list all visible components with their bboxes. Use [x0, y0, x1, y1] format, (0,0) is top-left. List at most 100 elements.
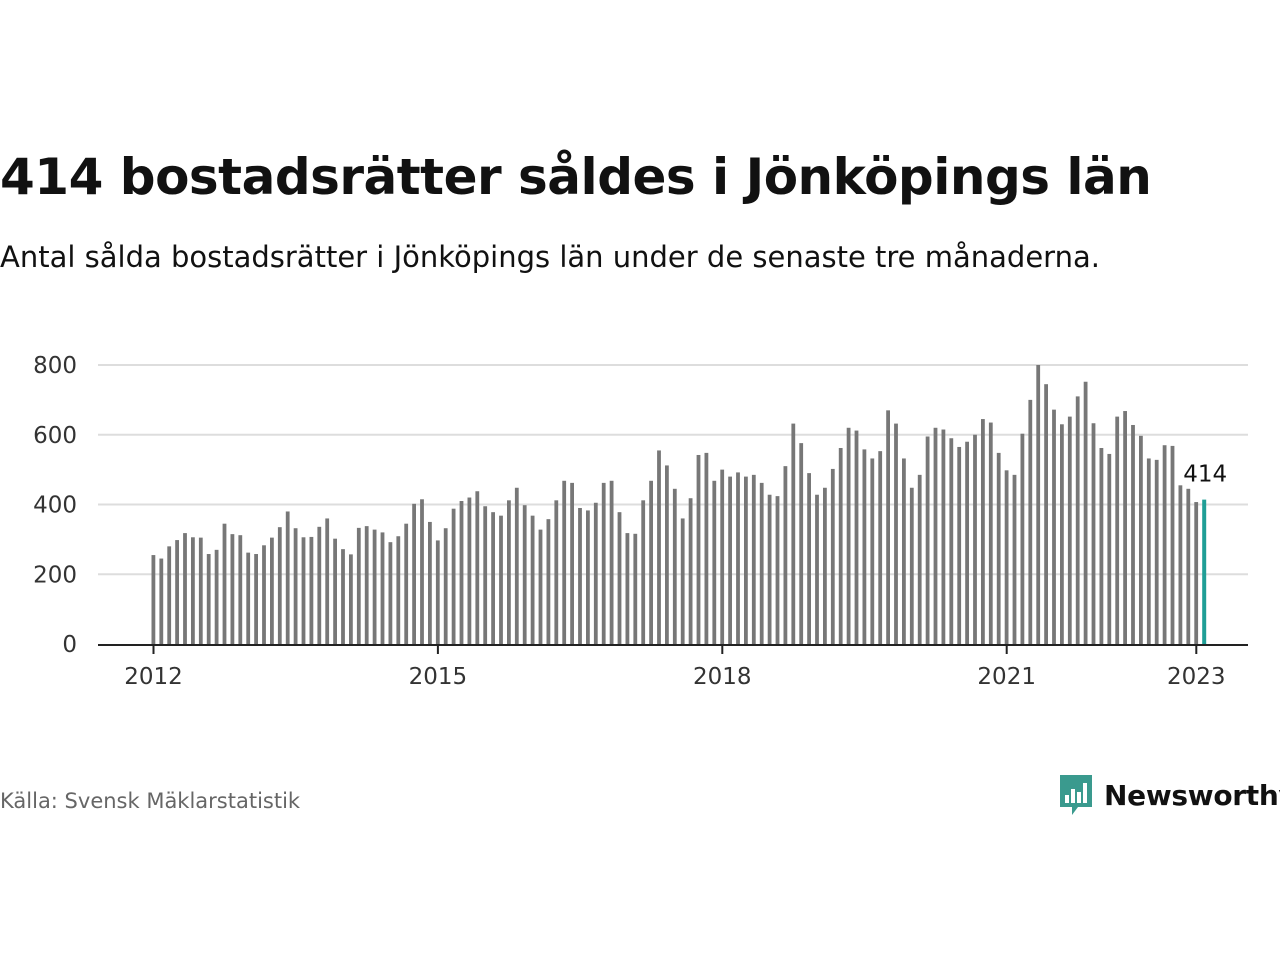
bar: [965, 441, 969, 644]
bar: [1139, 435, 1143, 644]
bar: [317, 526, 322, 644]
source-note: Källa: Svensk Mäklarstatistik: [0, 789, 301, 813]
bar: [941, 429, 946, 644]
bar: [459, 501, 464, 644]
bar: [238, 535, 243, 644]
bar: [680, 518, 685, 644]
bar: [191, 537, 195, 644]
bar: [522, 505, 527, 644]
value-annotation: 414: [1183, 462, 1227, 488]
bar: [1099, 448, 1104, 644]
bar: [514, 487, 519, 644]
bar: [775, 496, 780, 644]
bar: [214, 549, 219, 644]
bar: [554, 500, 559, 644]
bar: [475, 491, 480, 644]
bar: [333, 538, 337, 644]
y-tick-label: 600: [33, 423, 77, 449]
bar: [538, 529, 543, 644]
bar: [981, 419, 985, 644]
bars: [151, 365, 1207, 644]
bar: [744, 476, 748, 644]
bar: [412, 503, 416, 644]
bar: [641, 500, 646, 644]
bar: [396, 536, 401, 644]
y-tick-label: 0: [62, 632, 77, 658]
bar: [1075, 396, 1080, 644]
chart-title: 414 bostadsrätter såldes i Jönköpings lä…: [0, 148, 1152, 206]
bar: [380, 532, 385, 644]
bar: [175, 540, 179, 644]
bar: [1178, 485, 1183, 644]
bar: [1162, 445, 1167, 644]
bar: [388, 542, 393, 644]
y-tick-label: 400: [33, 493, 77, 519]
bar: [499, 515, 503, 644]
bar: [593, 502, 598, 644]
bar: [277, 527, 282, 644]
bar: [491, 512, 495, 644]
bar: [1146, 458, 1151, 644]
bar: [325, 518, 330, 644]
bar: [633, 533, 638, 644]
bar: [285, 511, 290, 644]
bar: [973, 434, 977, 644]
bar: [341, 549, 345, 644]
bar: [609, 480, 614, 644]
x-tick-label: 2012: [124, 664, 183, 690]
bar: [807, 473, 811, 644]
bar: [902, 458, 906, 644]
bar: [830, 468, 835, 644]
bar: [1170, 445, 1175, 644]
bar: [159, 558, 164, 644]
bar: [815, 494, 819, 644]
bar: [293, 528, 298, 644]
bar-chart: 0 200 400 600 800 2012 2015 2018 2021 2023 414: [33, 353, 1248, 690]
bar: [988, 422, 993, 644]
bar: [356, 527, 361, 644]
bar: [467, 497, 472, 644]
bar: [151, 555, 156, 644]
brand-name: Newsworthy: [1104, 778, 1280, 812]
bar: [222, 523, 227, 644]
x-tick-label: 2023: [1167, 664, 1226, 690]
bar: [1067, 416, 1072, 644]
bar: [704, 452, 709, 644]
bar: [254, 554, 258, 644]
bar: [767, 494, 772, 644]
bar: [838, 448, 843, 644]
bar: [230, 534, 235, 644]
bar: [435, 540, 440, 644]
bar: [759, 482, 764, 644]
newsworthy-icon: [1060, 775, 1092, 815]
bar: [420, 499, 424, 644]
bar: [909, 487, 914, 644]
bar: [1123, 411, 1127, 644]
bar: [736, 472, 740, 644]
bar: [1131, 424, 1135, 644]
bar: [364, 526, 369, 644]
bar: [949, 438, 954, 644]
bar: [672, 488, 677, 644]
bar: [1036, 365, 1041, 644]
x-axis: 2012 2015 2018 2021 2023: [98, 644, 1248, 690]
bar: [712, 480, 717, 644]
x-tick-label: 2021: [977, 664, 1036, 690]
bar: [586, 510, 590, 644]
bar: [917, 474, 922, 644]
bar: [507, 500, 511, 644]
bar: [601, 482, 606, 644]
bar: [1060, 424, 1064, 644]
bar: [167, 546, 172, 644]
bar: [933, 427, 938, 644]
bar: [649, 480, 653, 644]
bar: [483, 506, 488, 644]
bar: [791, 423, 796, 644]
bar: [1004, 470, 1009, 644]
bar-highlight: [1202, 499, 1207, 644]
bar: [665, 465, 669, 644]
annotation: 414: [1180, 459, 1230, 491]
bar: [696, 454, 701, 644]
chart-subtitle: Antal sålda bostadsrätter i Jönköpings l…: [0, 240, 1100, 274]
bar: [1020, 433, 1025, 644]
